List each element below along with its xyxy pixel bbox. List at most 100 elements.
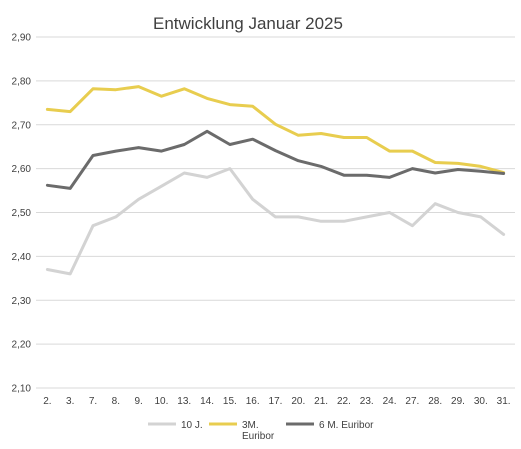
y-tick-label: 2,80 [12, 76, 32, 87]
data-point [69, 272, 72, 276]
x-tick-label: 20. [291, 396, 305, 407]
data-point [342, 174, 346, 177]
data-point [433, 161, 437, 164]
data-point [205, 176, 209, 179]
data-point [228, 103, 232, 106]
data-point [433, 171, 437, 175]
x-tick-label: 23. [360, 396, 374, 407]
x-tick-label: 2. [43, 396, 51, 407]
data-point [114, 215, 118, 219]
legend-label: Euribor [242, 431, 275, 442]
y-tick-label: 2,90 [12, 33, 32, 44]
gridlines [36, 36, 515, 389]
data-point [46, 268, 49, 271]
x-tick-label: 8. [112, 396, 120, 407]
data-point [160, 95, 163, 98]
chart-title: Entwicklung Januar 2025 [153, 14, 343, 33]
x-tick-label: 15. [223, 396, 237, 407]
data-point [297, 159, 300, 162]
data-point [365, 215, 368, 219]
data-point [46, 108, 49, 111]
y-tick-label: 2,30 [12, 296, 32, 307]
x-tick-label: 30. [474, 396, 488, 407]
data-point [205, 97, 209, 100]
data-point [228, 143, 232, 146]
data-point [479, 170, 482, 173]
data-point [388, 149, 391, 153]
x-tick-label: 10. [154, 396, 168, 407]
x-tick-label: 16. [246, 396, 260, 407]
data-point [137, 85, 140, 88]
y-tick-label: 2,40 [12, 252, 32, 263]
data-point [502, 172, 505, 175]
data-point [319, 132, 323, 135]
x-tick-label: 27. [405, 396, 419, 407]
x-tick-label: 13. [177, 396, 191, 407]
legend: 10 J. 3M.Euribor 6 M. Euribor [148, 420, 374, 442]
legend-label: 3M. [242, 420, 259, 431]
y-tick-label: 2,60 [12, 164, 32, 175]
data-point [69, 110, 72, 113]
y-axis: 2,10 2,20 2,30 2,40 2,50 2,60 2,70 2,80 2,90 [12, 33, 32, 395]
data-point [251, 105, 254, 108]
data-point [274, 123, 277, 126]
data-point [274, 215, 277, 219]
y-tick-label: 2,50 [12, 208, 32, 219]
x-tick-label: 22. [337, 396, 351, 407]
data-point [205, 130, 209, 133]
y-tick-label: 2,10 [12, 384, 32, 395]
data-point [251, 198, 254, 201]
data-point [411, 224, 414, 227]
x-tick-label: 7. [89, 396, 97, 407]
x-tick-label: 3. [66, 396, 74, 407]
legend-label: 10 J. [181, 420, 203, 431]
x-tick-label: 28. [428, 396, 442, 407]
data-point [91, 87, 95, 90]
x-tick-label: 21. [314, 396, 328, 407]
data-point [251, 138, 254, 141]
data-point [479, 215, 482, 219]
data-point [137, 198, 140, 201]
legend-label: 6 M. Euribor [319, 420, 374, 431]
data-point [411, 167, 414, 170]
data-point [274, 149, 277, 152]
data-point [479, 165, 482, 168]
data-point [160, 184, 163, 188]
data-point [69, 187, 72, 190]
data-point [183, 87, 186, 90]
data-point [388, 176, 391, 179]
data-point [456, 168, 460, 171]
data-point [114, 149, 118, 153]
x-tick-label: 24. [383, 396, 397, 407]
x-tick-label: 14. [200, 396, 214, 407]
data-point [342, 220, 346, 223]
data-point [433, 202, 437, 205]
data-point [319, 220, 323, 223]
data-point [46, 184, 49, 187]
data-point [114, 88, 118, 91]
x-tick-label: 29. [451, 396, 465, 407]
data-point [388, 211, 391, 214]
data-point [91, 224, 95, 227]
data-point [183, 171, 186, 175]
series-line-2 [45, 129, 506, 190]
data-point [365, 174, 368, 177]
data-point [342, 136, 346, 139]
series-lines [45, 85, 506, 276]
x-axis: 2. 3. 7. 8. 9. 10. 13. 14. 15. 16. 17. 20. 21. 22. 23.… [43, 396, 510, 407]
data-point [502, 233, 505, 236]
data-point [91, 154, 95, 157]
data-point [365, 136, 368, 139]
data-point [183, 143, 186, 146]
data-point [297, 215, 300, 219]
series-line-1 [45, 85, 506, 175]
x-tick-label: 17. [269, 396, 283, 407]
data-point [137, 146, 140, 149]
data-point [228, 167, 232, 170]
data-point [160, 149, 163, 153]
series-line-0 [45, 167, 506, 276]
y-tick-label: 2,20 [12, 340, 32, 351]
data-point [456, 162, 460, 165]
x-tick-label: 31. [497, 396, 511, 407]
